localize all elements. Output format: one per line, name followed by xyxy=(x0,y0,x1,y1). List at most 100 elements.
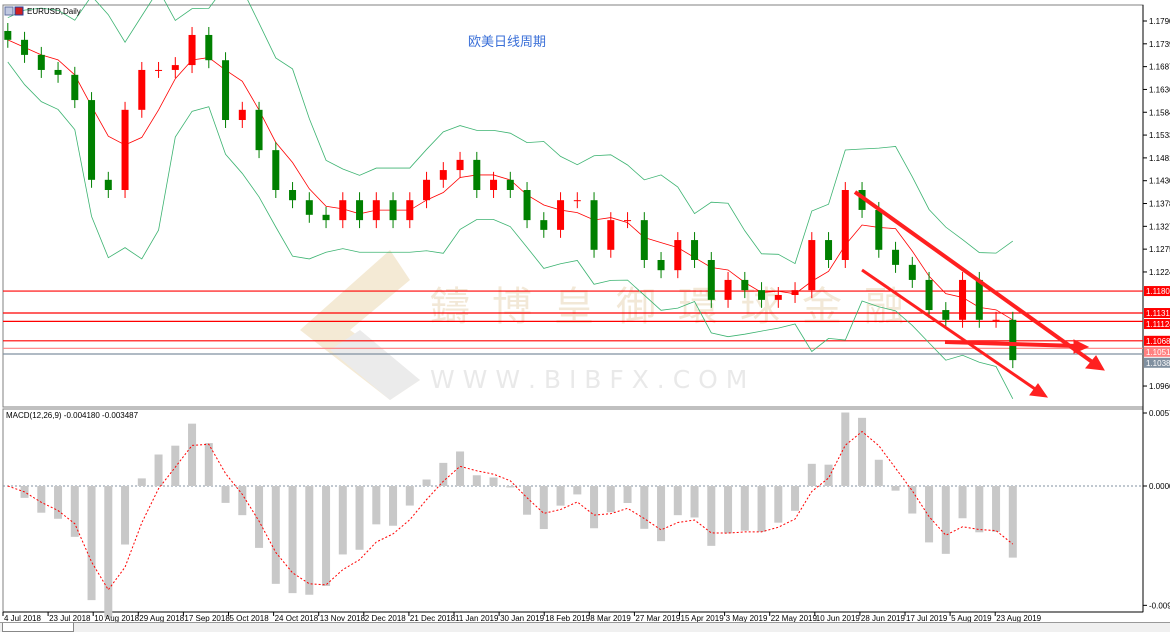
candle-body xyxy=(406,200,414,221)
arrow-head-icon xyxy=(1073,339,1090,354)
candle-body xyxy=(322,214,330,221)
symbol-title: EURUSD,Daily xyxy=(27,7,81,16)
macd-bar xyxy=(104,486,113,618)
macd-bar xyxy=(288,486,297,594)
macd-bar xyxy=(70,486,79,537)
candle-body xyxy=(707,259,715,300)
upper-trend-arrow xyxy=(853,190,1097,366)
trend-arrows xyxy=(853,190,1105,398)
candle-body xyxy=(741,279,749,291)
candle-body xyxy=(791,290,799,295)
candle-body xyxy=(590,200,598,250)
price-tick-label: 1.15845 xyxy=(1149,108,1170,117)
candle-body xyxy=(71,74,79,101)
candle-body xyxy=(858,190,866,210)
macd-bar xyxy=(271,486,280,584)
candle-body xyxy=(942,310,950,320)
time-tick-label: 3 May 2019 xyxy=(726,614,768,623)
price-tick-label: 1.17905 xyxy=(1149,17,1170,26)
time-tick-label: 4 Jul 2018 xyxy=(4,614,41,623)
macd-bar xyxy=(154,454,163,486)
macd-bar xyxy=(1008,486,1017,558)
macd-bar xyxy=(690,486,699,518)
macd-bar xyxy=(456,451,465,486)
candle-body xyxy=(624,220,632,222)
time-tick-label: 23 Jul 2018 xyxy=(49,614,91,623)
macd-bar xyxy=(506,486,515,488)
price-tick-label: 1.09665 xyxy=(1149,382,1170,391)
macd-bar xyxy=(740,486,749,531)
candle-body xyxy=(506,179,514,191)
candle-body xyxy=(372,200,380,221)
candle-body xyxy=(238,109,246,121)
macd-bar xyxy=(724,486,733,534)
macd-bar xyxy=(590,486,599,529)
candle-body xyxy=(724,279,732,300)
candle-body xyxy=(339,200,347,221)
time-tick-label: 27 Mar 2019 xyxy=(635,614,680,623)
price-level-badges: 1.11809 1.11313 1.11124 1.10686 1.10517 1.103… xyxy=(1144,286,1170,368)
macd-bar xyxy=(623,486,632,503)
macd-bar xyxy=(556,486,565,506)
candle-body xyxy=(758,290,766,300)
candle-body xyxy=(640,220,648,260)
time-tick-label: 22 May 2019 xyxy=(771,614,818,623)
candle-body xyxy=(272,150,280,191)
macd-bar xyxy=(238,486,247,516)
price-level-label: 1.11809 xyxy=(1146,287,1170,296)
macd-panel xyxy=(2,408,1144,613)
macd-bar xyxy=(874,459,883,486)
macd-bar xyxy=(539,486,548,530)
price-level-label: 1.10686 xyxy=(1146,337,1170,346)
price-tick-label: 1.14300 xyxy=(1149,177,1170,186)
candle-body xyxy=(607,220,615,250)
macd-tick-label: 0.00575 xyxy=(1149,409,1170,418)
time-tick-label: 11 Jan 2019 xyxy=(455,614,499,623)
macd-bar xyxy=(221,486,230,503)
arrow-head-icon xyxy=(1085,355,1105,371)
candle-body xyxy=(21,39,29,55)
upper-band-line xyxy=(7,0,1014,265)
time-tick-label: 2 Dec 2018 xyxy=(365,614,406,623)
price-panel xyxy=(2,4,1144,408)
time-tick-label: 28 Jun 2019 xyxy=(861,614,906,623)
macd-bar xyxy=(858,417,867,486)
price-tick-label: 1.16360 xyxy=(1149,85,1170,94)
time-tick-label: 23 Aug 2019 xyxy=(996,614,1041,623)
candle-body xyxy=(88,100,96,180)
candle-body xyxy=(490,179,498,191)
macd-bar xyxy=(472,475,481,486)
macd-bar xyxy=(657,486,666,542)
watermark-url: W W W . B I B F X . C O M xyxy=(430,365,747,394)
candle-body xyxy=(992,319,1000,321)
price-tick-label: 1.13270 xyxy=(1149,222,1170,231)
price-tick-label: 1.14815 xyxy=(1149,154,1170,163)
macd-bar xyxy=(305,486,314,595)
macd-bar xyxy=(673,486,682,516)
macd-bar xyxy=(891,486,900,491)
macd-tick-label: -0.0094 xyxy=(1149,601,1170,610)
price-tick-label: 1.13785 xyxy=(1149,200,1170,209)
watermark: 鑄博皇御環球金融 W W W . B I B F X . C O M xyxy=(300,250,926,400)
candle-body xyxy=(54,69,62,75)
macd-bar xyxy=(774,486,783,523)
candle-body xyxy=(155,69,163,71)
macd-bar xyxy=(322,486,331,586)
macd-bar xyxy=(757,486,766,532)
time-tick-label: 18 Feb 2019 xyxy=(545,614,590,623)
watermark-logo-shade xyxy=(330,330,420,400)
time-tick-label: 5 Oct 2018 xyxy=(230,614,270,623)
candle-body xyxy=(557,200,565,230)
macd-bar xyxy=(640,486,649,529)
time-axis-ticks: 4 Jul 2018 23 Jul 2018 10 Aug 2018 29 Aug 2… xyxy=(2,612,1042,623)
horizontal-levels xyxy=(3,290,1143,355)
macd-bar xyxy=(523,486,532,515)
macd-bar xyxy=(54,486,63,519)
macd-bar xyxy=(137,478,146,486)
macd-bar xyxy=(338,486,347,555)
watermark-company: 鑄博皇御環球金融 xyxy=(430,284,926,330)
candle-body xyxy=(523,190,531,221)
macd-bar xyxy=(807,463,816,486)
macd-bar xyxy=(171,445,180,486)
candles xyxy=(4,22,1017,369)
